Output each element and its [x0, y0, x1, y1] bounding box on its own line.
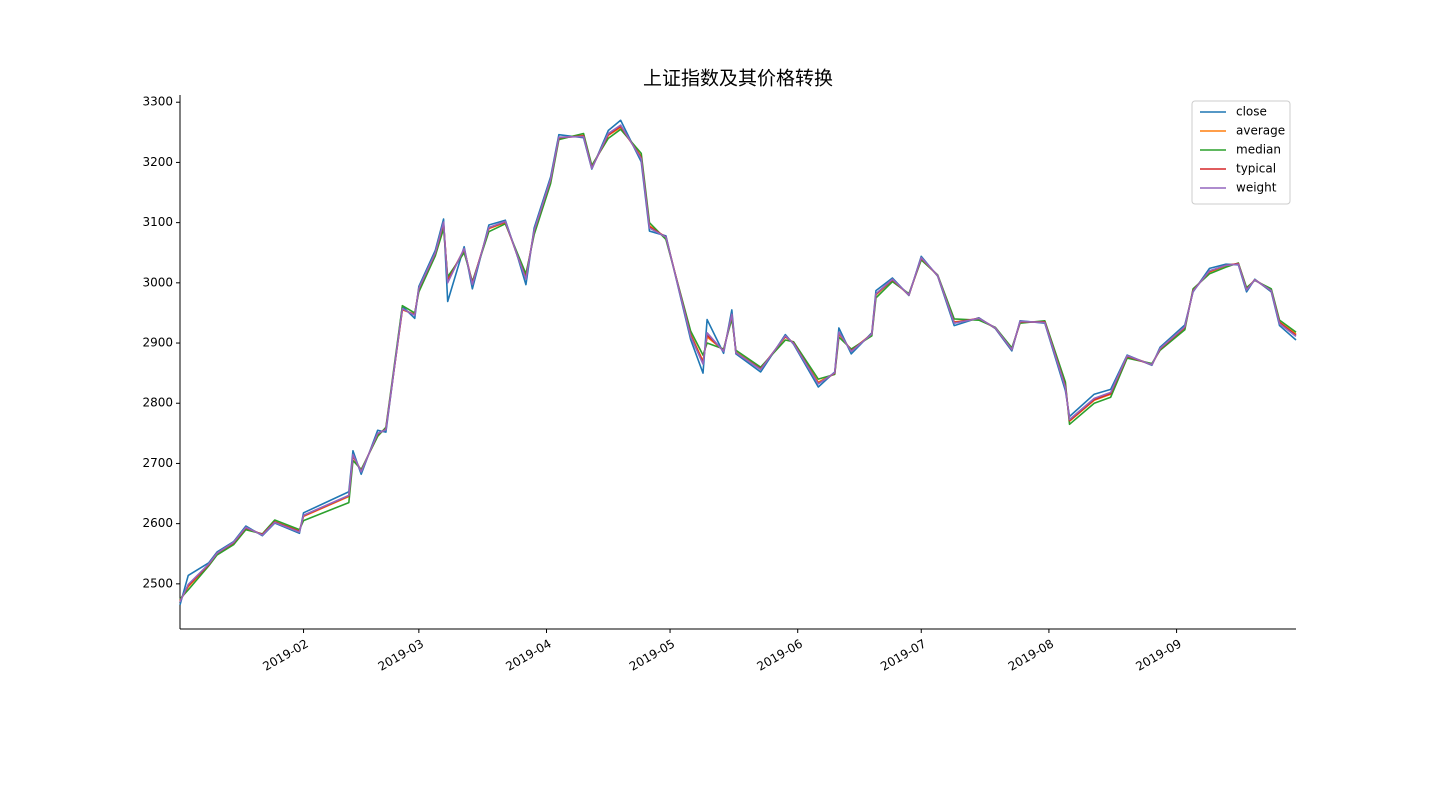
line-series [179, 125, 1297, 602]
legend-label: close [1236, 105, 1267, 119]
x-tick-label: 2019-04 [503, 637, 553, 674]
x-tick-label: 2019-07 [878, 637, 928, 674]
y-tick-label: 2800 [142, 396, 173, 410]
x-tick-label: 2019-08 [1006, 637, 1056, 674]
legend-label: median [1236, 143, 1281, 157]
x-tick-label: 2019-03 [376, 637, 426, 674]
chart-title: 上证指数及其价格转换 [643, 68, 833, 90]
y-tick-label: 3300 [142, 95, 173, 109]
line-series [179, 126, 1297, 602]
x-tick-label: 2019-06 [755, 637, 805, 674]
y-tick-label: 3200 [142, 155, 173, 169]
y-tick-label: 2600 [142, 516, 173, 530]
y-tick-label: 3100 [142, 215, 173, 229]
line-series [179, 119, 1297, 606]
line-series [179, 128, 1297, 600]
y-tick-label: 2900 [142, 336, 173, 350]
legend-label: average [1236, 124, 1285, 138]
y-tick-label: 2500 [142, 576, 173, 590]
legend-label: weight [1236, 181, 1277, 195]
legend-label: typical [1236, 162, 1276, 176]
x-tick-label: 2019-09 [1133, 637, 1183, 674]
legend-box [1191, 100, 1291, 205]
x-tick-label: 2019-05 [627, 637, 677, 674]
x-tick-label: 2019-02 [260, 637, 310, 674]
y-tick-label: 2700 [142, 456, 173, 470]
y-tick-label: 3000 [142, 275, 173, 289]
line-series [179, 124, 1297, 603]
